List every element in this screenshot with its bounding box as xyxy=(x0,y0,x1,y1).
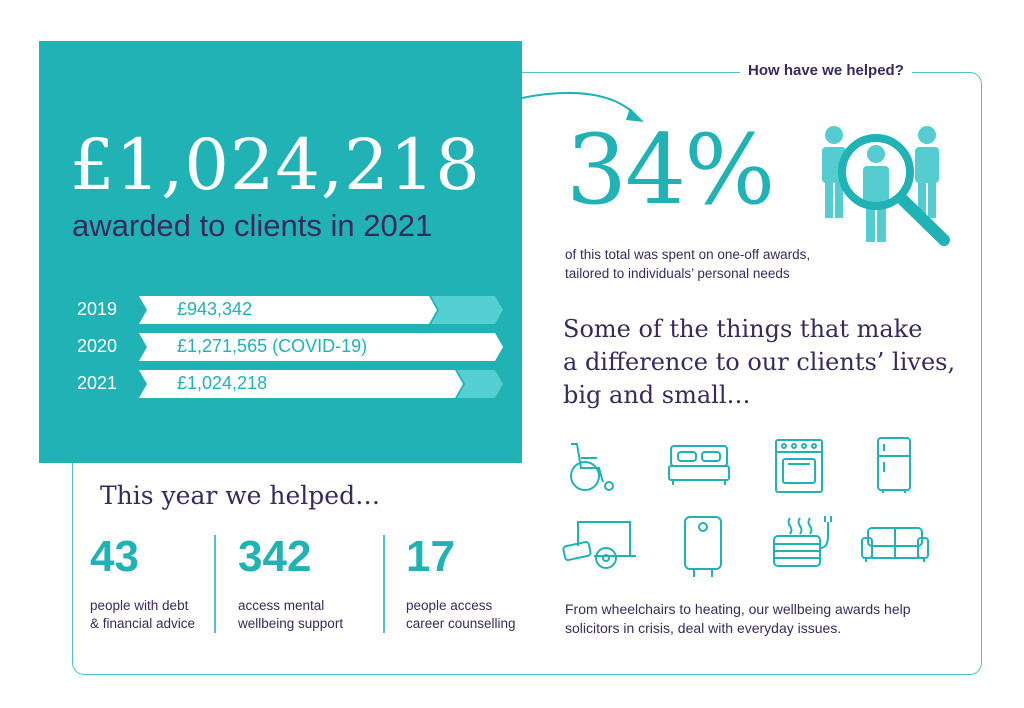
year-label: 2021 xyxy=(77,373,118,393)
frame-label: How have we helped? xyxy=(740,62,912,79)
one-off-caption-line: of this total was spent on one-off award… xyxy=(565,247,811,262)
year-amount: £1,024,218 xyxy=(177,373,268,393)
helped-heading: This year we helped… xyxy=(100,481,381,510)
year-bar-2020 xyxy=(139,333,503,361)
hero-panel xyxy=(39,41,522,463)
wheelchair-icon xyxy=(570,443,614,491)
stat-divider xyxy=(214,535,216,633)
bed-icon xyxy=(668,445,730,485)
one-off-caption: of this total was spent on one-off award… xyxy=(565,245,810,283)
stat-description-line: people with debt xyxy=(90,598,189,613)
sofa-icon xyxy=(861,527,929,562)
stat-number: 17 xyxy=(406,532,455,581)
fridge-icon xyxy=(877,437,911,493)
awards-caption-line: solicitors in crisis, deal with everyday… xyxy=(565,620,842,636)
one-off-percent: 34% xyxy=(566,114,775,226)
year-amount: £943,342 xyxy=(177,299,253,319)
stat-description-line: wellbeing support xyxy=(238,616,344,631)
year-label: 2020 xyxy=(77,336,118,356)
stat-description-line: access mental xyxy=(238,598,325,613)
people-search-icon xyxy=(822,126,950,246)
stat-description: access mental wellbeing support xyxy=(238,597,368,633)
year-bar-2019 xyxy=(139,296,503,324)
things-heading: Some of the things that make a differenc… xyxy=(563,313,973,412)
year-label: 2019 xyxy=(77,299,118,319)
heated-blanket-icon xyxy=(773,516,832,567)
stat-number: 43 xyxy=(90,532,139,581)
stat-description-line: & financial advice xyxy=(90,616,196,631)
stat-divider xyxy=(383,535,385,633)
things-heading-line: Some of the things that make xyxy=(563,315,923,343)
one-off-caption-line: tailored to individuals’ personal needs xyxy=(565,266,790,281)
awards-caption-line: From wheelchairs to heating, our wellbei… xyxy=(565,601,911,617)
year-bar-2021 xyxy=(139,370,503,398)
awards-caption: From wheelchairs to heating, our wellbei… xyxy=(565,600,965,638)
water-heater-icon xyxy=(684,516,722,577)
trailer-icon xyxy=(562,521,636,569)
curved-arrow-icon xyxy=(521,91,644,122)
stat-description-line: people access xyxy=(406,598,493,613)
things-heading-line: a difference to our clients’ lives, xyxy=(563,348,956,376)
oven-icon xyxy=(775,439,823,493)
stat-description: people access career counselling xyxy=(406,597,536,633)
things-heading-line: big and small… xyxy=(563,381,751,409)
stat-number: 342 xyxy=(238,532,312,581)
stat-description-line: career counselling xyxy=(406,616,516,631)
stat-description: people with debt & financial advice xyxy=(90,597,220,633)
year-amount: £1,271,565 (COVID-19) xyxy=(177,336,368,356)
total-awarded-amount: £1,024,218 xyxy=(70,124,481,206)
total-awarded-label: awarded to clients in 2021 xyxy=(72,208,433,243)
